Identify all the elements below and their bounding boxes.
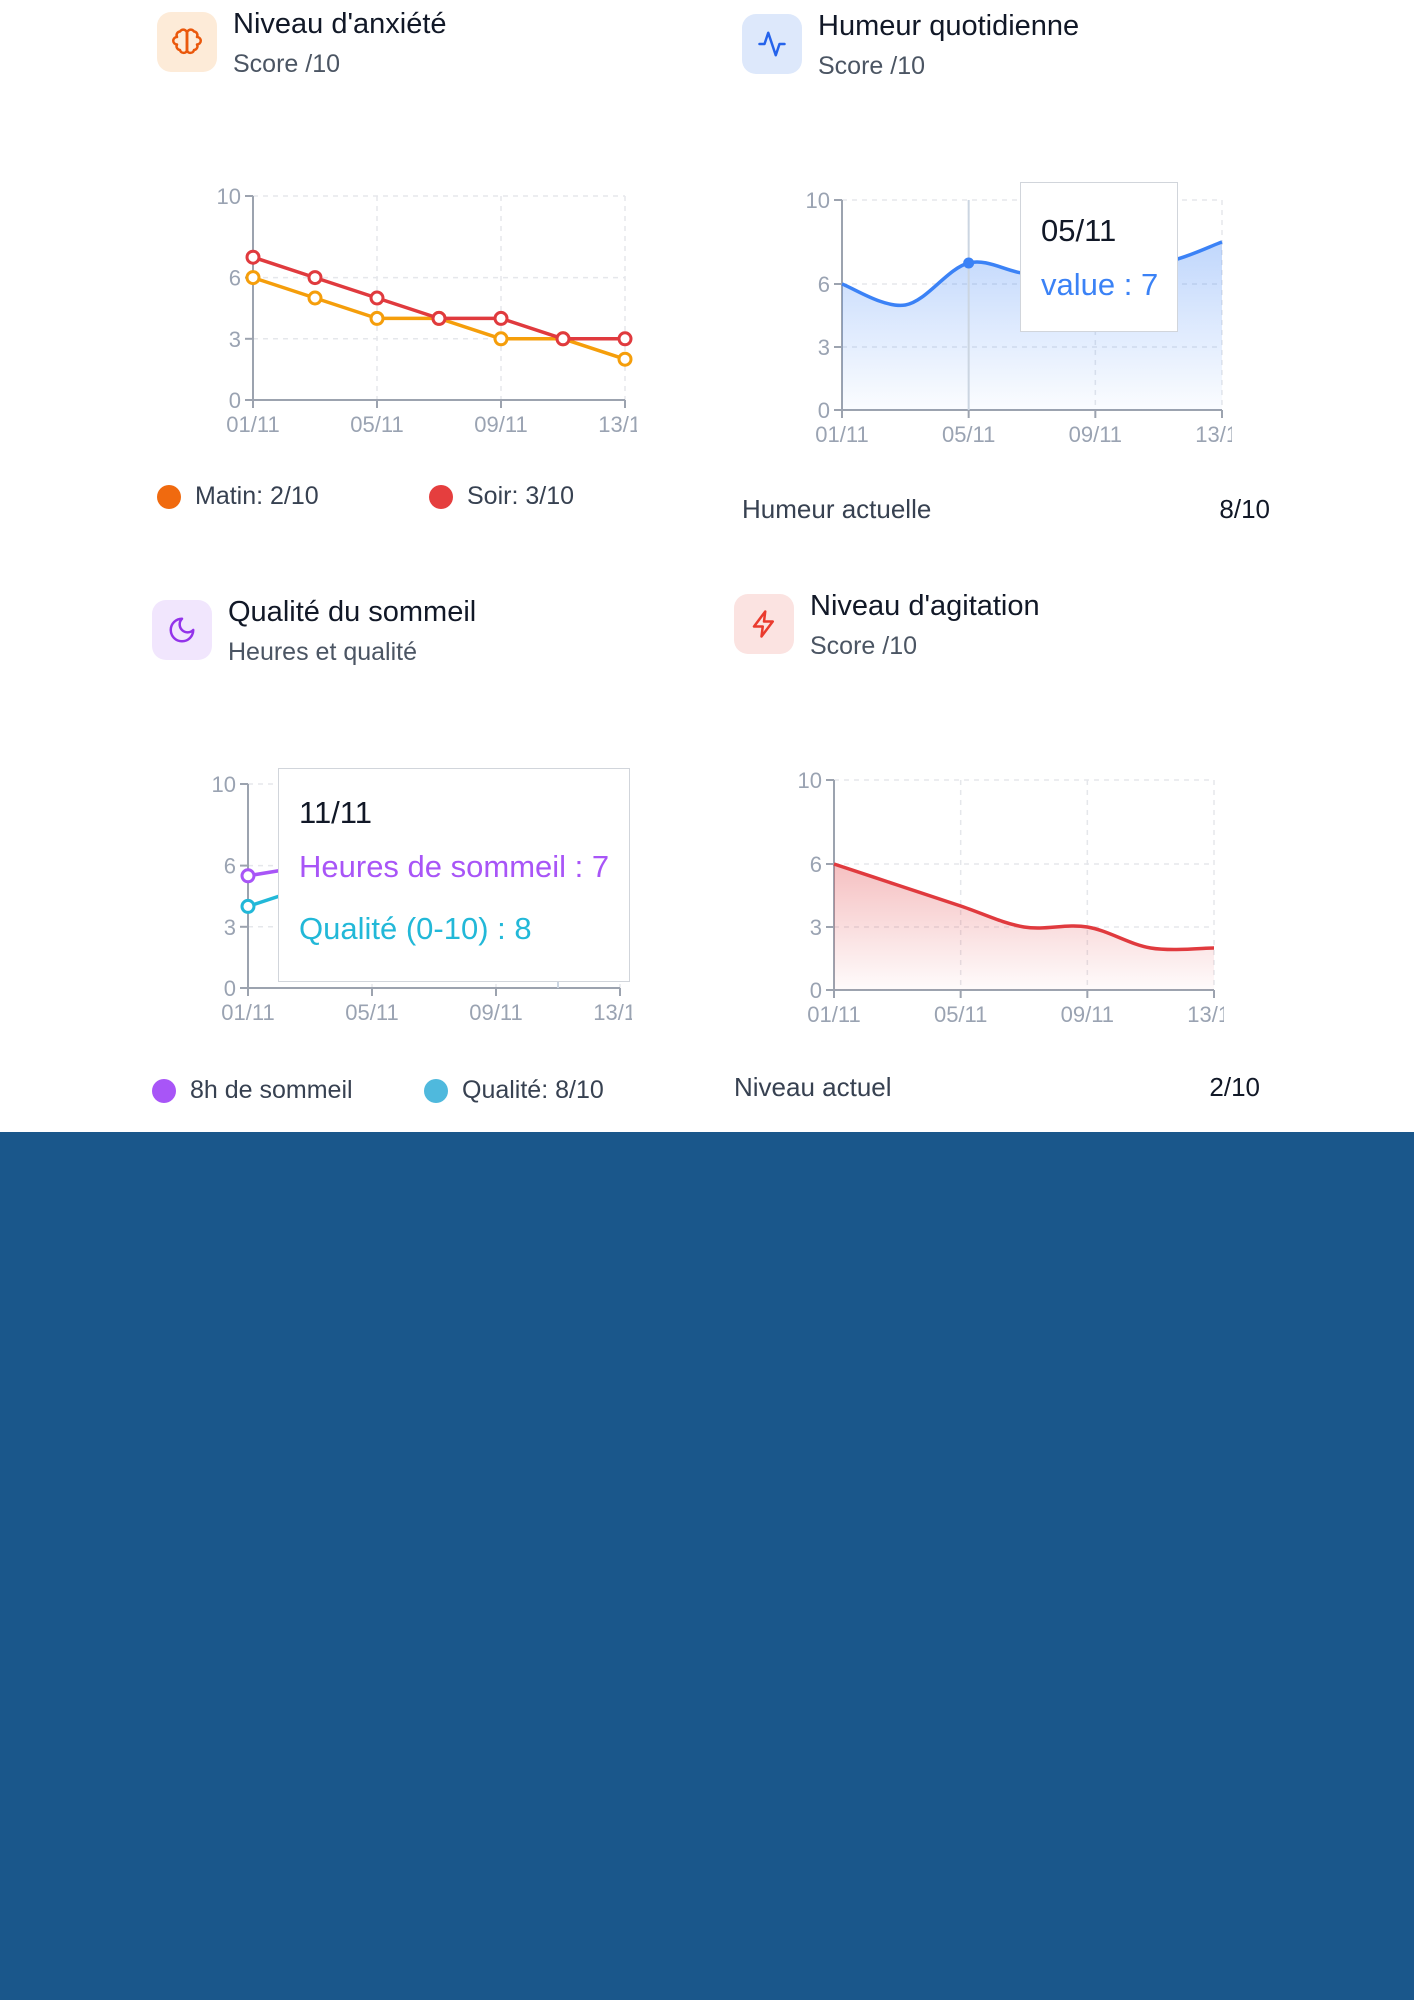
agitation-footer: Niveau actuel 2/10 [734,1072,1260,1106]
x-tick-label: 13/11 [1195,422,1232,447]
legend-item-hours: 8h de sommeil [152,1076,353,1105]
mood-tooltip: 05/11 value : 7 [1020,182,1178,332]
x-tick-label: 05/11 [934,1002,987,1024]
legend-label-hours: 8h de sommeil [190,1076,353,1104]
tooltip-hours: Heures de sommeil : 7 [299,849,610,884]
dashboard-canvas: Niveau d'anxiété Score /10 0 3 6 10 01/11 05/… [152,8,1272,1110]
sleep-card: Qualité du sommeil Heures et qualité 0 3 6… [152,596,712,1110]
y-tick-label: 0 [224,976,236,1001]
y-tick-label: 10 [212,772,236,797]
card-subtitle: Heures et qualité [228,638,418,666]
legend-dot-morning [157,484,181,509]
x-tick-label: 13/11 [598,412,637,437]
anxiety-card-header: Niveau d'anxiété Score /10 [157,8,717,92]
x-tick-label: 09/11 [474,412,527,437]
y-tick-label: 3 [224,915,236,940]
data-point [555,331,571,347]
x-tick-label: 01/11 [221,1000,274,1025]
data-point [369,310,385,326]
tooltip-date: 11/11 [299,795,372,830]
y-tick-label: 6 [229,266,241,291]
legend-label-evening: Soir: 3/10 [467,482,575,510]
data-point [307,290,323,306]
anxiety-legend: Matin: 2/10 Soir: 3/10 [157,482,717,516]
mood-card: Humeur quotidienne Score /10 0 3 6 10 01/11 0… [742,10,1272,534]
moon-icon [152,600,212,660]
data-point [307,270,323,286]
activity-pulse-icon [742,14,802,74]
data-point [493,310,509,326]
tooltip-date: 05/11 [1041,213,1117,248]
current-agitation-label: Niveau actuel [734,1072,892,1102]
data-point [617,351,633,367]
x-tick-label: 05/11 [350,412,403,437]
bottom-background-band [0,1132,1414,2000]
sleep-tooltip: 11/11 Heures de sommeil : 7 Qualité (0-1… [278,768,630,982]
y-tick-label: 0 [818,398,830,423]
active-point [963,257,975,269]
data-point [240,898,256,914]
legend-label-quality: Qualité: 8/10 [462,1076,604,1104]
anxiety-card: Niveau d'anxiété Score /10 0 3 6 10 01/11 05/… [157,8,717,532]
legend-dot-hours [152,1078,176,1103]
x-tick-label: 13/11 [593,1000,632,1025]
legend-dot-evening [429,484,453,509]
legend-item-morning: Matin: 2/10 [157,482,319,511]
data-point [617,331,633,347]
data-point [240,868,256,884]
x-tick-label: 01/11 [807,1002,860,1024]
y-tick-label: 0 [229,388,241,413]
data-point [431,310,447,326]
agitation-card-header: Niveau d'agitation Score /10 [734,590,1294,674]
x-tick-label: 13/11 [1187,1002,1224,1024]
legend-item-evening: Soir: 3/10 [429,482,574,511]
y-tick-label: 3 [810,915,822,940]
card-title: Qualité du sommeil [228,596,477,628]
data-point [369,290,385,306]
mood-card-header: Humeur quotidienne Score /10 [742,10,1302,94]
y-tick-label: 10 [798,768,822,793]
data-point [245,249,261,265]
legend-label-morning: Matin: 2/10 [195,482,319,510]
y-tick-label: 6 [810,852,822,877]
mood-footer: Humeur actuelle 8/10 [742,494,1270,528]
x-tick-label: 01/11 [226,412,279,437]
x-tick-label: 09/11 [469,1000,522,1025]
x-tick-label: 05/11 [942,422,995,447]
current-agitation-value: 2/10 [1209,1072,1260,1102]
y-tick-label: 0 [810,978,822,1003]
y-tick-label: 3 [229,327,241,352]
card-subtitle: Score /10 [233,50,341,78]
legend-item-quality: Qualité: 8/10 [424,1076,604,1105]
y-tick-label: 10 [806,188,830,213]
tooltip-value: value : 7 [1041,267,1159,302]
card-subtitle: Score /10 [818,52,926,80]
tooltip-quality: Qualité (0-10) : 8 [299,911,532,946]
card-title: Niveau d'agitation [810,590,1040,622]
x-tick-label: 09/11 [1061,1002,1114,1024]
series-line [833,862,1215,952]
anxiety-chart: 0 3 6 10 01/11 05/11 09/11 13/11 [217,184,637,437]
card-title: Humeur quotidienne [818,10,1080,42]
lightning-icon [734,594,794,654]
agitation-chart: 0 3 6 10 01/11 05/11 09/11 13/11 [798,768,1224,1024]
sleep-legend: 8h de sommeil Qualité: 8/10 [152,1076,712,1110]
card-subtitle: Score /10 [810,632,918,660]
y-tick-label: 3 [818,335,830,360]
y-tick-label: 10 [217,184,241,209]
x-tick-label: 01/11 [815,422,868,447]
card-title: Niveau d'anxiété [233,8,447,40]
y-tick-label: 6 [818,272,830,297]
data-point [493,331,509,347]
data-point [245,270,261,286]
current-mood-value: 8/10 [1219,494,1270,524]
agitation-card: Niveau d'agitation Score /10 0 3 6 10 01/11 0… [734,590,1264,1110]
sleep-card-header: Qualité du sommeil Heures et qualité [152,596,712,680]
brain-icon [157,12,217,72]
x-tick-label: 05/11 [345,1000,398,1025]
current-mood-label: Humeur actuelle [742,494,932,524]
x-tick-label: 09/11 [1069,422,1122,447]
legend-dot-quality [424,1078,448,1103]
y-tick-label: 6 [224,854,236,879]
